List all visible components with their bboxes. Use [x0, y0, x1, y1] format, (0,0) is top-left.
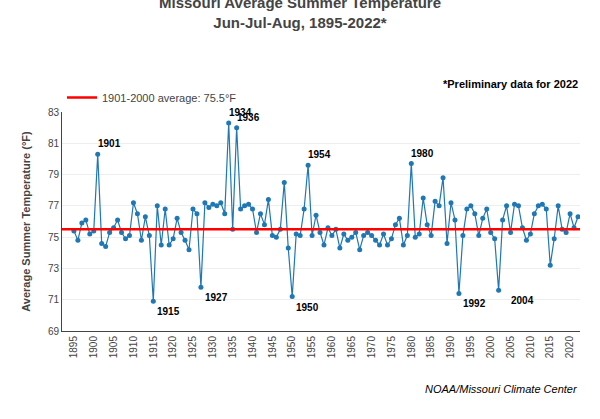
- svg-text:1910: 1910: [128, 336, 139, 359]
- svg-text:2000: 2000: [485, 336, 496, 359]
- svg-text:1990: 1990: [445, 336, 456, 359]
- svg-text:1950: 1950: [296, 302, 319, 313]
- svg-text:1915: 1915: [148, 336, 159, 359]
- svg-text:1965: 1965: [346, 336, 357, 359]
- svg-text:1927: 1927: [205, 292, 228, 303]
- svg-text:1992: 1992: [463, 298, 486, 309]
- svg-text:1980: 1980: [411, 148, 434, 159]
- svg-text:1930: 1930: [207, 336, 218, 359]
- svg-text:2005: 2005: [505, 336, 516, 359]
- svg-text:81: 81: [48, 138, 60, 149]
- svg-text:1985: 1985: [425, 336, 436, 359]
- svg-text:75: 75: [48, 232, 60, 243]
- svg-text:1936: 1936: [237, 112, 260, 123]
- svg-text:1901-2000 average: 75.5°F: 1901-2000 average: 75.5°F: [102, 92, 236, 104]
- svg-text:2020: 2020: [564, 336, 575, 359]
- svg-text:2010: 2010: [525, 336, 536, 359]
- svg-text:77: 77: [48, 200, 60, 211]
- svg-text:1954: 1954: [308, 149, 331, 160]
- svg-text:1995: 1995: [465, 336, 476, 359]
- svg-text:83: 83: [48, 107, 60, 118]
- svg-text:1975: 1975: [386, 336, 397, 359]
- svg-text:2004: 2004: [511, 295, 534, 306]
- svg-text:71: 71: [48, 294, 60, 305]
- svg-text:1935: 1935: [227, 336, 238, 359]
- svg-text:2015: 2015: [544, 336, 555, 359]
- svg-text:1901: 1901: [98, 138, 121, 149]
- svg-text:1915: 1915: [157, 306, 180, 317]
- svg-text:1925: 1925: [187, 336, 198, 359]
- svg-text:1940: 1940: [247, 336, 258, 359]
- svg-text:Missouri Average Summer Temper: Missouri Average Summer TemperatureJun-J…: [159, 0, 441, 31]
- svg-text:1934: 1934: [229, 107, 252, 118]
- svg-text:1905: 1905: [108, 336, 119, 359]
- svg-text:1945: 1945: [267, 336, 278, 359]
- svg-text:1980: 1980: [406, 336, 417, 359]
- svg-text:1955: 1955: [306, 336, 317, 359]
- svg-text:73: 73: [48, 263, 60, 274]
- svg-text:1900: 1900: [88, 336, 99, 359]
- svg-text:1950: 1950: [286, 336, 297, 359]
- svg-text:Average Summer Temperature (°F: Average Summer Temperature (°F): [20, 131, 32, 312]
- svg-text:1920: 1920: [167, 336, 178, 359]
- svg-text:79: 79: [48, 169, 60, 180]
- svg-text:1960: 1960: [326, 336, 337, 359]
- svg-text:1895: 1895: [68, 336, 79, 359]
- svg-text:1970: 1970: [366, 336, 377, 359]
- svg-text:NOAA/Missouri Climate Center: NOAA/Missouri Climate Center: [425, 383, 578, 395]
- svg-text:*Preliminary data for 2022: *Preliminary data for 2022: [443, 78, 578, 90]
- svg-text:69: 69: [48, 326, 60, 337]
